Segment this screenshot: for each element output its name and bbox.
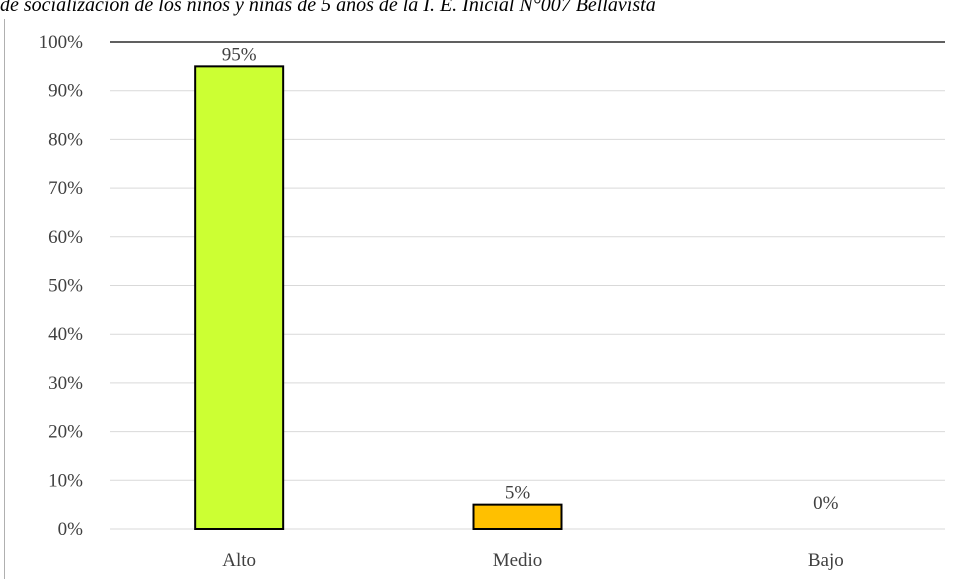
data-labels: 95% 5% 0% (222, 44, 839, 514)
y-tick-label: 0% (58, 519, 84, 540)
data-label: 95% (222, 44, 257, 65)
y-tick-label: 10% (48, 470, 83, 491)
x-category-label: Medio (493, 550, 543, 571)
x-axis-labels: Alto Medio Bajo (222, 550, 844, 571)
y-tick-label: 40% (48, 324, 83, 345)
y-tick-label: 30% (48, 373, 83, 394)
x-category-label: Alto (222, 550, 256, 571)
y-tick-label: 70% (48, 178, 83, 199)
y-axis-labels: 0% 10% 20% 30% 40% 50% 60% 70% 80% 90% 100% (39, 32, 84, 540)
y-tick-label: 60% (48, 227, 83, 248)
y-tick-label: 80% (48, 129, 83, 150)
data-label: 0% (813, 493, 839, 514)
chart-title: de socialización de los niños y niñas de… (0, 0, 656, 16)
x-category-label: Bajo (808, 550, 844, 571)
bar-alto (194, 65, 285, 530)
y-tick-label: 90% (48, 81, 83, 102)
data-label: 5% (505, 483, 531, 504)
y-tick-label: 20% (48, 422, 83, 443)
y-tick-label: 100% (39, 32, 84, 53)
y-tick-label: 50% (48, 276, 83, 297)
chart-border (4, 19, 5, 579)
bar-medio (472, 503, 563, 530)
bars (194, 65, 563, 530)
